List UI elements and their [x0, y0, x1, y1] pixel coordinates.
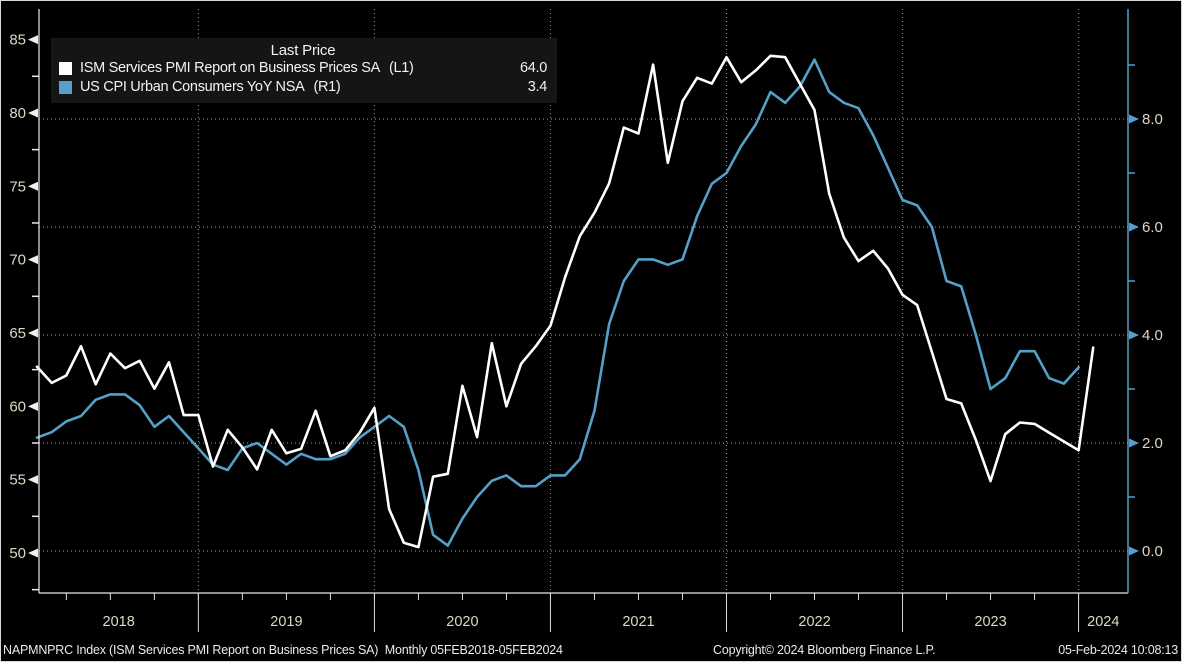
legend-item-ism-prices[interactable]: ISM Services PMI Report on Business Pric… — [59, 59, 547, 78]
left-axis-tick-arrow — [28, 401, 38, 411]
left-axis-tick-label: 65 — [9, 325, 26, 342]
left-axis-tick-label: 50 — [9, 545, 26, 562]
right-axis-tick-label: 0.0 — [1142, 543, 1163, 560]
status-bar: NAPMNPRC Index (ISM Services PMI Report … — [1, 641, 1181, 661]
left-axis-tick-arrow — [28, 181, 38, 191]
x-axis-year-label: 2024 — [1087, 614, 1119, 630]
chart-legend[interactable]: Last Price ISM Services PMI Report on Bu… — [51, 38, 557, 103]
x-axis-year-label: 2019 — [270, 614, 302, 630]
ism-series-swatch — [59, 62, 72, 75]
left-axis-tick-arrow — [28, 108, 38, 118]
right-axis-tick-arrow — [1129, 114, 1139, 124]
left-axis-tick-label: 75 — [9, 178, 26, 195]
legend-item-us-cpi[interactable]: US CPI Urban Consumers YoY NSA (R1) 3.4 — [59, 78, 547, 97]
left-axis-tick-label: 70 — [9, 252, 26, 269]
series-line-ism-prices — [35, 54, 1095, 549]
right-axis-tick-label: 8.0 — [1142, 111, 1163, 128]
right-axis-tick-label: 4.0 — [1142, 327, 1163, 344]
cpi-series-axis-tag: (R1) — [313, 79, 341, 95]
right-axis-tick-arrow — [1129, 222, 1139, 232]
ism-series-name: ISM Services PMI Report on Business Pric… — [80, 60, 380, 76]
left-axis-tick-arrow — [28, 475, 38, 485]
right-axis-tick-label: 6.0 — [1142, 219, 1163, 236]
left-axis-tick-label: 55 — [9, 472, 26, 489]
cpi-series-name: US CPI Urban Consumers YoY NSA — [80, 79, 305, 95]
x-axis-year-label: 2022 — [798, 614, 830, 630]
legend-title: Last Price — [270, 42, 336, 59]
cpi-series-swatch — [59, 81, 72, 94]
left-axis-tick-arrow — [28, 255, 38, 265]
left-axis-tick-label: 60 — [9, 398, 26, 415]
price-chart-canvas[interactable]: 50 55 60 65 70 75 80 85 0.0 2.0 4.0 6.0 8.0 2018 2019 2… — [1, 1, 1182, 641]
ism-series-last-value: 64.0 — [519, 60, 547, 76]
copyright-notice: Copyright© 2024 Bloomberg Finance L.P. — [713, 643, 936, 657]
ism-series-axis-tag: (L1) — [388, 60, 414, 76]
x-axis-year-label: 2018 — [103, 614, 135, 630]
x-axis-year-label: 2021 — [622, 614, 654, 630]
left-axis-tick-arrow — [28, 548, 38, 558]
security-description: NAPMNPRC Index (ISM Services PMI Report … — [3, 643, 563, 657]
left-axis-tick-arrow — [28, 328, 38, 338]
right-axis-tick-arrow — [1129, 546, 1139, 556]
cpi-series-last-value: 3.4 — [527, 79, 548, 95]
left-axis-tick-label: 85 — [9, 32, 26, 49]
timestamp: 05-Feb-2024 10:08:13 — [1058, 643, 1178, 657]
right-axis-tick-arrow — [1129, 438, 1139, 448]
left-axis-tick-arrow — [28, 35, 38, 45]
x-axis-year-label: 2020 — [446, 614, 478, 630]
right-axis-tick-label: 2.0 — [1142, 435, 1163, 452]
x-axis-year-label: 2023 — [974, 614, 1006, 630]
left-axis-tick-label: 80 — [9, 105, 26, 122]
right-axis-tick-arrow — [1129, 330, 1139, 340]
